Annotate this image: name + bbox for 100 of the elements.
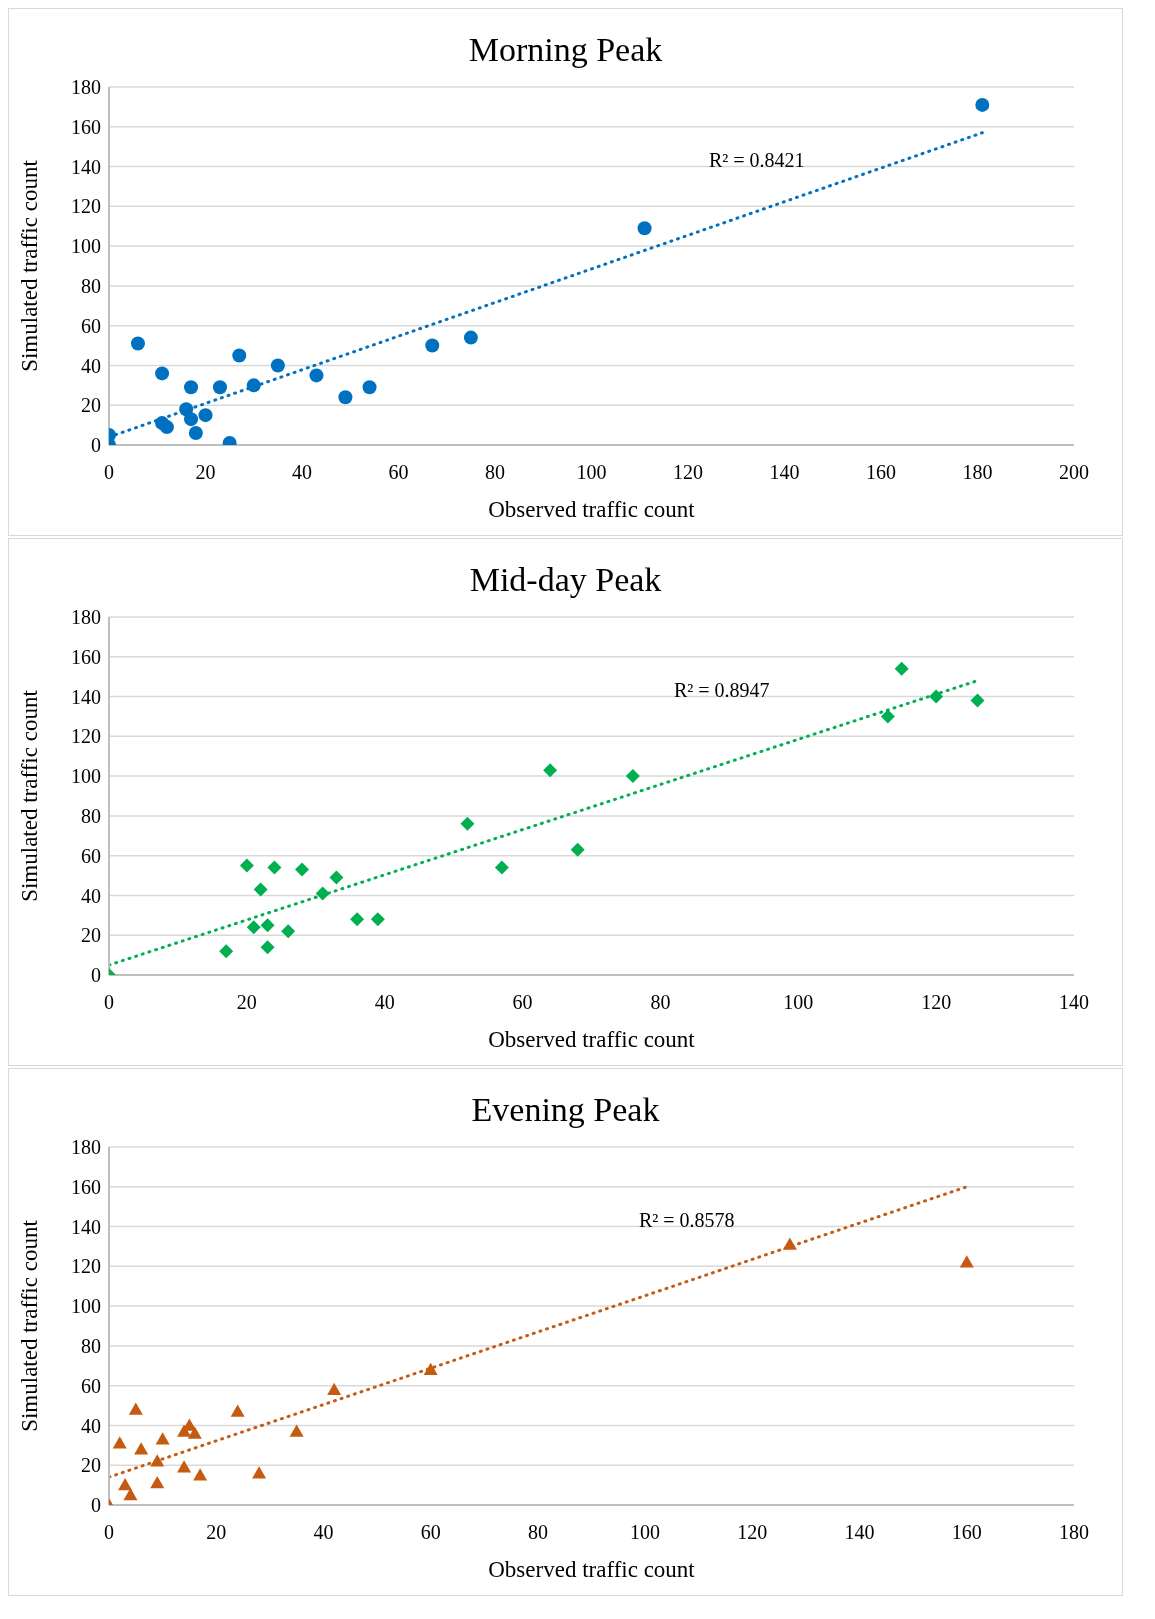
y-tick-label: 160 (71, 1175, 101, 1198)
point (230, 1404, 245, 1417)
point (494, 860, 509, 875)
x-tick-label: 20 (206, 1521, 227, 1544)
point (134, 1442, 149, 1455)
point (370, 912, 385, 927)
point (232, 348, 247, 363)
x-tick-label: 100 (576, 461, 607, 484)
point (260, 940, 275, 955)
y-tick-label: 80 (81, 274, 101, 297)
point (362, 380, 377, 395)
annotation: R² = 0.8578 (639, 1209, 735, 1232)
point (150, 1476, 165, 1489)
x-tick-label: 100 (630, 1521, 661, 1544)
y-tick-label: 0 (91, 964, 101, 987)
point (463, 330, 478, 345)
x-tick-label: 80 (527, 1521, 548, 1544)
point (246, 920, 261, 935)
x-tick-label: 20 (236, 991, 257, 1014)
point (239, 858, 254, 873)
x-tick-label: 40 (292, 461, 312, 484)
point (155, 1432, 170, 1445)
chart-title: Mid-day Peak (468, 560, 663, 600)
point (625, 769, 640, 784)
y-tick-label: 0 (91, 434, 101, 457)
x-axis-title: Observed traffic count (488, 1027, 696, 1052)
y-tick-label: 60 (81, 844, 101, 867)
y-tick-label: 140 (71, 1215, 101, 1238)
point (970, 693, 985, 708)
point (289, 1424, 304, 1437)
x-tick-label: 140 (1059, 991, 1089, 1014)
y-tick-label: 40 (81, 1414, 101, 1437)
x-tick-label: 20 (195, 461, 216, 484)
y-tick-label: 80 (81, 1334, 101, 1357)
point (315, 886, 330, 901)
x-tick-label: 80 (650, 991, 671, 1014)
point (260, 918, 275, 933)
point (193, 1468, 208, 1481)
point (118, 1478, 133, 1491)
y-axis-title: Simulated traffic count (17, 1219, 43, 1432)
point (212, 380, 227, 395)
x-tick-label: 200 (1059, 461, 1089, 484)
x-tick-label: 120 (737, 1521, 768, 1544)
point (159, 420, 174, 435)
point (570, 842, 585, 857)
point (184, 380, 199, 395)
point (253, 882, 268, 897)
x-tick-label: 120 (673, 461, 703, 484)
point (128, 1402, 143, 1415)
point (637, 221, 652, 236)
point (198, 408, 213, 423)
point (150, 1454, 165, 1467)
y-tick-label: 180 (71, 606, 101, 629)
y-axis-title: Simulated traffic count (17, 689, 43, 902)
x-tick-label: 40 (374, 991, 395, 1014)
y-tick-label: 40 (81, 884, 101, 907)
point (460, 816, 475, 831)
annotation: R² = 0.8947 (674, 679, 770, 702)
x-tick-label: 160 (951, 1521, 982, 1544)
y-tick-label: 20 (81, 924, 101, 947)
chart-title: Evening Peak (470, 1090, 661, 1130)
point (219, 944, 234, 959)
y-tick-label: 140 (71, 685, 101, 708)
x-tick-label: 120 (921, 991, 952, 1014)
y-tick-label: 180 (71, 1136, 101, 1159)
x-tick-label: 60 (388, 461, 409, 484)
y-tick-label: 0 (91, 1494, 101, 1517)
x-tick-label: 80 (485, 461, 505, 484)
x-tick-label: 40 (313, 1521, 334, 1544)
point (423, 1362, 438, 1376)
y-tick-label: 100 (71, 1295, 101, 1318)
y-tick-label: 140 (71, 155, 101, 178)
y-tick-label: 120 (71, 1255, 101, 1278)
point (295, 862, 309, 877)
point (267, 860, 282, 875)
point (350, 912, 365, 927)
point (309, 368, 324, 383)
point (338, 390, 353, 405)
y-tick-label: 40 (81, 354, 101, 377)
point (543, 763, 558, 778)
x-tick-label: 180 (962, 461, 993, 484)
point (425, 338, 440, 353)
point (975, 97, 990, 112)
point (327, 1382, 342, 1395)
point (184, 412, 199, 427)
point (130, 336, 145, 351)
y-tick-label: 100 (71, 765, 101, 788)
y-axis-title: Simulated traffic count (17, 159, 43, 372)
y-tick-label: 20 (81, 1454, 101, 1477)
y-tick-label: 120 (71, 725, 101, 748)
point (270, 358, 285, 373)
chart-title: Morning Peak (467, 30, 664, 70)
x-tick-label: 60 (512, 991, 533, 1014)
y-tick-label: 80 (81, 804, 101, 827)
point (155, 366, 170, 381)
x-axis-title: Observed traffic count (488, 497, 696, 522)
point (187, 1426, 202, 1439)
y-tick-label: 100 (71, 235, 101, 258)
point (177, 1460, 192, 1473)
x-tick-label: 140 (844, 1521, 875, 1544)
